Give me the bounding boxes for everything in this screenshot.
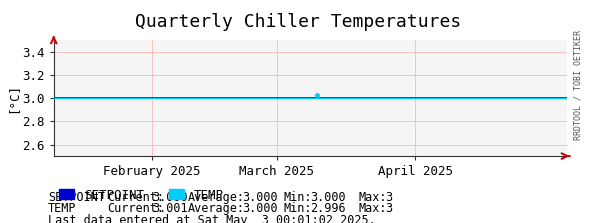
Text: 3: 3 (385, 191, 392, 204)
Text: Max:: Max: (358, 191, 387, 204)
Text: Average:: Average: (188, 191, 245, 204)
Text: Min:: Min: (284, 191, 312, 204)
Text: Min:: Min: (284, 202, 312, 215)
Text: 3.000: 3.000 (310, 191, 346, 204)
Text: SETPOINT: SETPOINT (48, 191, 104, 204)
Text: 3.000: 3.000 (242, 191, 278, 204)
Text: 3: 3 (385, 202, 392, 215)
Text: RRDTOOL / TOBI OETIKER: RRDTOOL / TOBI OETIKER (573, 30, 582, 140)
Text: Max:: Max: (358, 202, 387, 215)
Legend: SETPOINT, TEMP: SETPOINT, TEMP (54, 184, 229, 206)
Text: 3.001: 3.001 (152, 202, 188, 215)
Text: Current:: Current: (107, 191, 164, 204)
Y-axis label: [°C]: [°C] (7, 83, 20, 113)
Text: 2.996: 2.996 (310, 202, 346, 215)
Text: Quarterly Chiller Temperatures: Quarterly Chiller Temperatures (136, 13, 461, 31)
Text: Current:: Current: (107, 202, 164, 215)
Text: TEMP: TEMP (48, 202, 76, 215)
Text: 3.000: 3.000 (242, 202, 278, 215)
Text: Average:: Average: (188, 202, 245, 215)
Text: Last data entered at Sat May  3 00:01:02 2025.: Last data entered at Sat May 3 00:01:02 … (48, 214, 376, 223)
Text: 3.000: 3.000 (152, 191, 188, 204)
